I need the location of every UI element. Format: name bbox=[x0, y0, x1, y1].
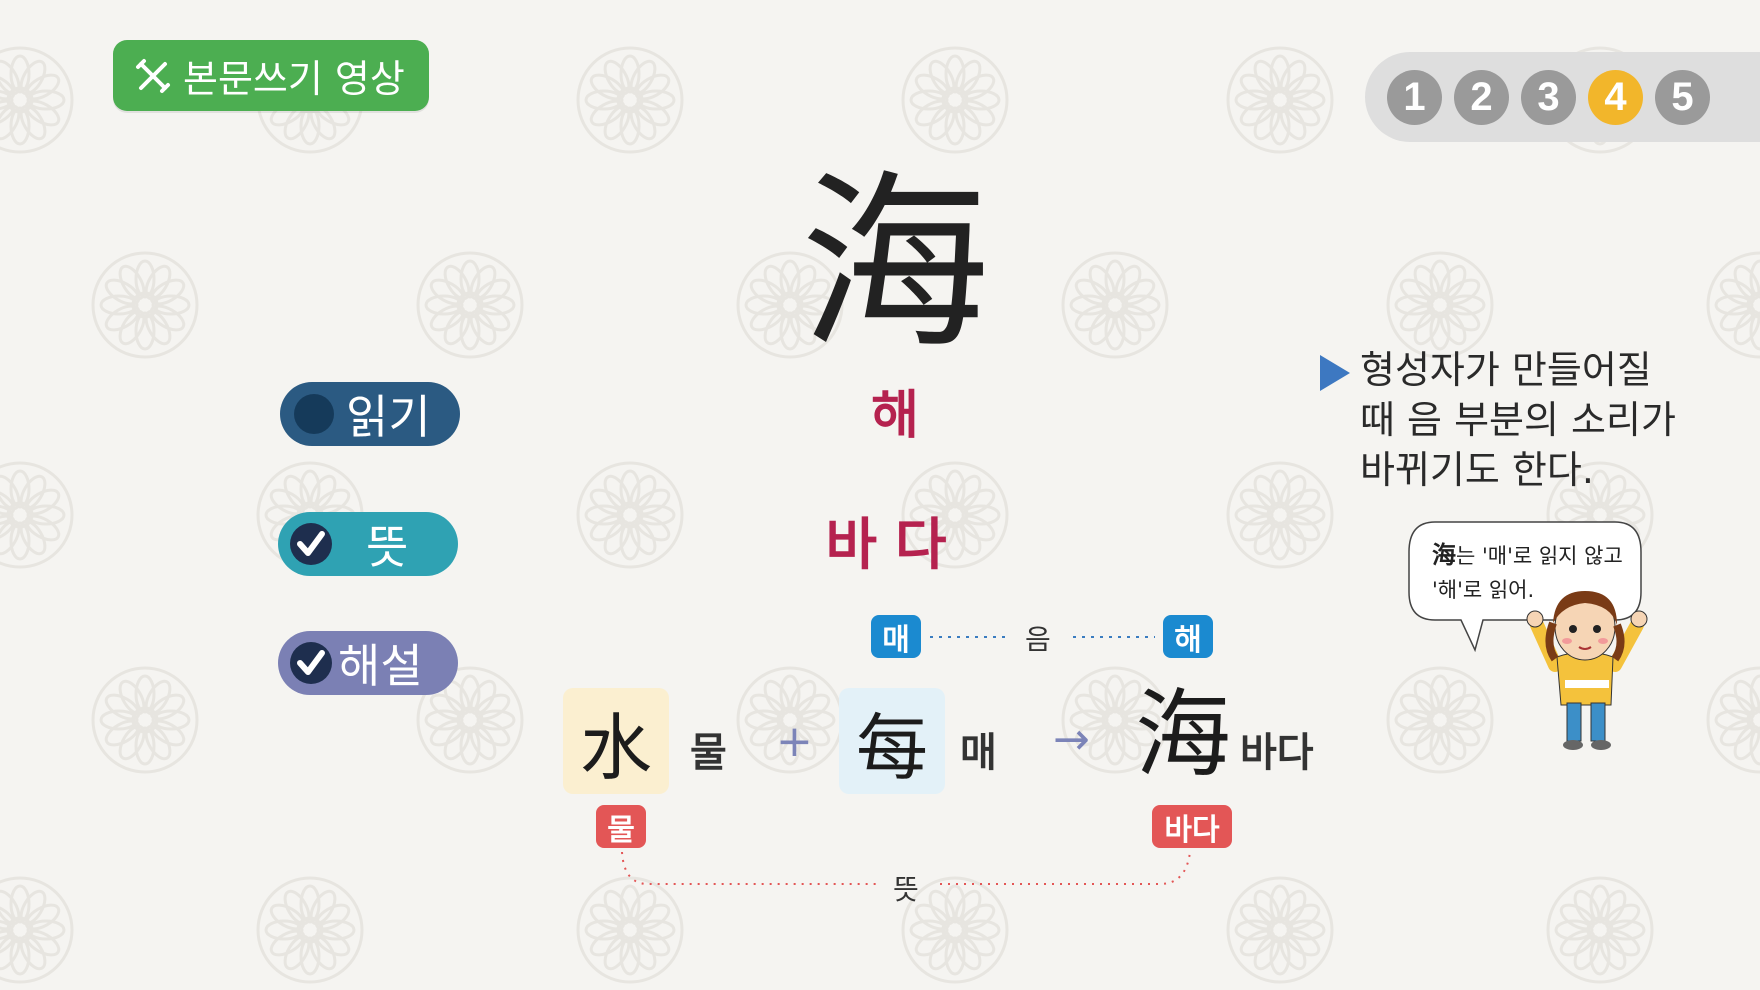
writing-video-button[interactable]: 본문쓰기 영상 bbox=[113, 40, 429, 111]
sound-tag-right: 해 bbox=[1163, 615, 1213, 658]
result-word: 바다 bbox=[1240, 730, 1314, 776]
explanation-toggle[interactable]: 해설 bbox=[278, 631, 458, 695]
pencil-ruler-icon bbox=[136, 58, 170, 93]
triangle-right-icon bbox=[1320, 355, 1350, 391]
mae-phonetic-card: 每 bbox=[839, 688, 945, 794]
hanja-reading: 해 bbox=[871, 385, 919, 446]
meaning-toggle[interactable]: 뜻 bbox=[278, 512, 458, 576]
water-radical-card: 水 bbox=[563, 688, 669, 794]
meaning-tag-right: 바다 bbox=[1152, 805, 1232, 848]
page-button-1[interactable]: 1 bbox=[1387, 69, 1442, 125]
meaning-tag-left: 물 bbox=[596, 805, 646, 848]
bubble-text: 海는 '매'로 읽지 않고 '해'로 읽어. bbox=[1432, 538, 1637, 607]
read-toggle-label: 읽기 bbox=[346, 390, 431, 444]
explanation-toggle-label: 해설 bbox=[338, 639, 423, 693]
result-hanja: 海 bbox=[1135, 679, 1231, 791]
page-button-2[interactable]: 2 bbox=[1454, 69, 1509, 125]
page-navigation: 1 2 3 4 5 bbox=[1365, 52, 1760, 142]
page-button-5[interactable]: 5 bbox=[1655, 69, 1710, 125]
page-button-3[interactable]: 3 bbox=[1521, 69, 1576, 125]
hanja-meaning: 바다 bbox=[825, 512, 965, 578]
sound-tag-left: 매 bbox=[871, 615, 921, 658]
meaning-toggle-label: 뜻 bbox=[366, 520, 409, 574]
check-icon bbox=[290, 642, 332, 684]
page-button-4[interactable]: 4 bbox=[1588, 69, 1643, 125]
bubble-hanja: 海 bbox=[1432, 540, 1456, 569]
water-word: 물 bbox=[690, 730, 727, 776]
sound-label: 음 bbox=[1025, 623, 1051, 656]
mae-word: 매 bbox=[960, 730, 997, 776]
bubble-line2: '해'로 읽어. bbox=[1432, 578, 1535, 602]
read-indicator bbox=[294, 394, 334, 434]
meaning-label: 뜻 bbox=[893, 873, 919, 906]
girl-character-illustration bbox=[1526, 591, 1648, 750]
plus-sign: + bbox=[776, 716, 813, 767]
check-icon bbox=[290, 523, 332, 565]
arrow-icon: → bbox=[1053, 714, 1090, 765]
explanation-note: 형성자가 만들어질 때 음 부분의 소리가 바뀌기도 한다. bbox=[1360, 348, 1676, 492]
read-toggle[interactable]: 읽기 bbox=[280, 382, 460, 446]
main-hanja: 海 bbox=[799, 154, 990, 375]
writing-video-label: 본문쓰기 영상 bbox=[183, 57, 405, 101]
bubble-line1: 는 '매'로 읽지 않고 bbox=[1456, 544, 1623, 568]
